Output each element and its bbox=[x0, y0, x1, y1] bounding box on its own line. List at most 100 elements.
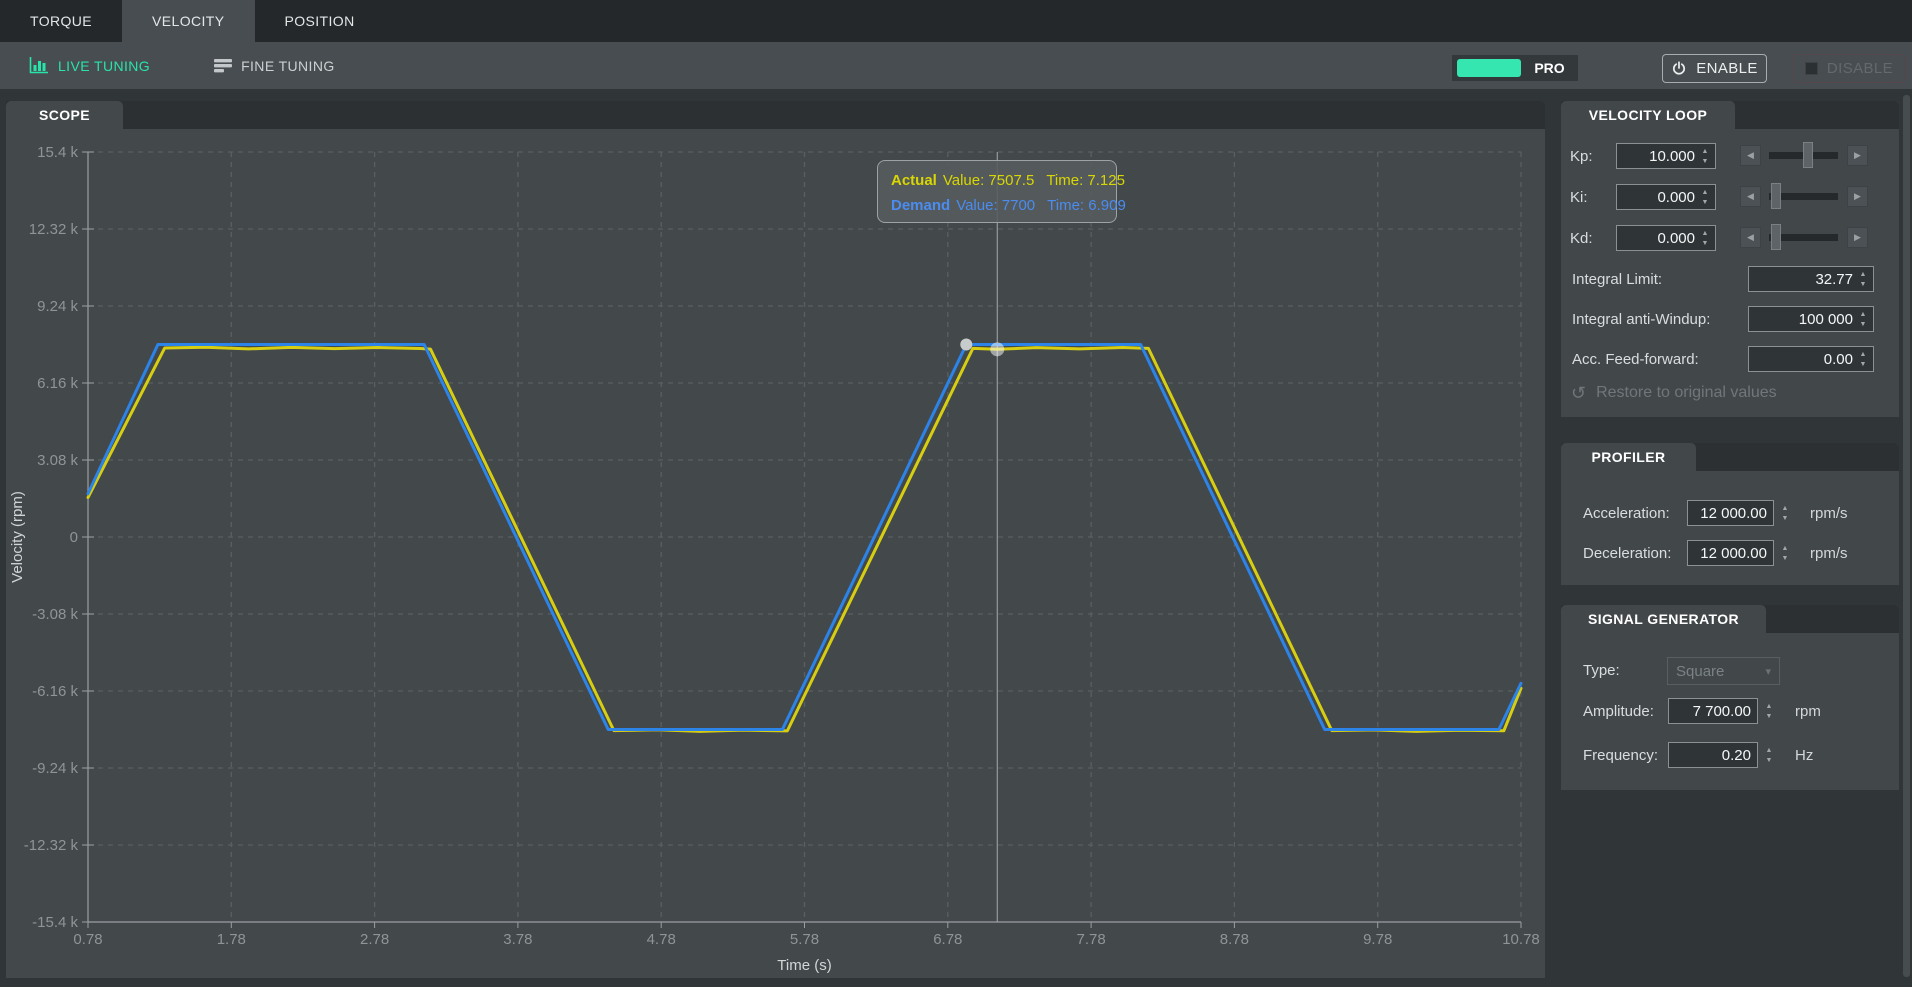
scope-panel: 0.78 1.78 2.78 3.78 4.78 5.78 6.78 7.78 8.78 9.78… bbox=[6, 129, 1545, 978]
tooltip-actual-row: Actual Value: 7507.5 Time: 7.125 bbox=[891, 168, 1125, 193]
kd-label: Kd: bbox=[1570, 230, 1593, 247]
undo-icon: ↺ bbox=[1571, 383, 1587, 403]
integral-limit-label: Integral Limit: bbox=[1572, 271, 1663, 288]
frequency-spin-down-icon[interactable]: ▼ bbox=[1765, 756, 1773, 764]
ki-field[interactable]: 0.000 ▲ ▼ bbox=[1616, 184, 1716, 210]
live-tuning-label: LIVE TUNING bbox=[58, 57, 151, 74]
scope-chart[interactable]: 0.78 1.78 2.78 3.78 4.78 5.78 6.78 7.78 8.78 9.78… bbox=[6, 129, 1545, 978]
kp-slider-left-button[interactable]: ◀ bbox=[1740, 145, 1761, 166]
deceleration-spin-down-icon[interactable]: ▼ bbox=[1781, 554, 1789, 562]
integral-limit-field[interactable]: 32.77 ▲ ▼ bbox=[1748, 266, 1874, 292]
scope-header-strip: SCOPE bbox=[6, 101, 1545, 129]
ki-spin-down-icon[interactable]: ▼ bbox=[1701, 198, 1709, 206]
x-axis-title: Time (s) bbox=[777, 957, 831, 974]
kd-spin-down-icon[interactable]: ▼ bbox=[1701, 239, 1709, 247]
x-tick-label: 10.78 bbox=[1502, 931, 1540, 948]
x-tick-label: 8.78 bbox=[1220, 931, 1249, 948]
anti-windup-value: 100 000 bbox=[1798, 310, 1853, 328]
kd-slider-handle[interactable] bbox=[1771, 224, 1781, 250]
kp-slider-right-button[interactable]: ▶ bbox=[1847, 145, 1868, 166]
frequency-spinner[interactable]: ▲ ▼ bbox=[1762, 742, 1776, 768]
acc-feedforward-spin-down-icon[interactable]: ▼ bbox=[1859, 360, 1867, 368]
ki-slider-right-button[interactable]: ▶ bbox=[1847, 186, 1868, 207]
tab-velocity[interactable]: VELOCITY bbox=[122, 0, 255, 42]
y-tick-label: 0 bbox=[70, 529, 78, 546]
kp-field[interactable]: 10.000 ▲ ▼ bbox=[1616, 143, 1716, 169]
anti-windup-field[interactable]: 100 000 ▲ ▼ bbox=[1748, 306, 1874, 332]
x-tick-label: 3.78 bbox=[503, 931, 532, 948]
x-tick-label: 9.78 bbox=[1363, 931, 1392, 948]
kd-value: 0.000 bbox=[1657, 229, 1695, 247]
kp-spin-up-icon[interactable]: ▲ bbox=[1701, 147, 1709, 155]
tooltip-actual-name: Actual bbox=[891, 172, 937, 189]
kd-slider-left-button[interactable]: ◀ bbox=[1740, 227, 1761, 248]
scrollbar[interactable] bbox=[1903, 95, 1910, 977]
fine-tuning-icon bbox=[214, 59, 233, 73]
ki-spin-up-icon[interactable]: ▲ bbox=[1701, 188, 1709, 196]
tooltip-actual-value: Value: 7507.5 bbox=[942, 172, 1035, 189]
kp-slider-track[interactable] bbox=[1769, 142, 1838, 168]
signal-generator-header-strip: SIGNAL GENERATOR bbox=[1561, 605, 1899, 633]
integral-limit-spin-up-icon[interactable]: ▲ bbox=[1859, 270, 1867, 278]
profiler-tab: PROFILER bbox=[1561, 443, 1696, 471]
fine-tuning-button[interactable]: FINE TUNING bbox=[214, 58, 335, 74]
y-tick-label: -12.32 k bbox=[24, 837, 79, 854]
disable-button[interactable]: DISABLE bbox=[1793, 54, 1905, 83]
pro-toggle[interactable]: PRO bbox=[1452, 55, 1578, 81]
frequency-spin-up-icon[interactable]: ▲ bbox=[1765, 746, 1773, 754]
acceleration-spin-up-icon[interactable]: ▲ bbox=[1781, 504, 1789, 512]
acc-feedforward-value: 0.00 bbox=[1823, 350, 1853, 368]
marker-actual[interactable] bbox=[990, 342, 1005, 357]
amplitude-value: 7 700.00 bbox=[1692, 702, 1751, 720]
ki-slider-track[interactable] bbox=[1769, 183, 1838, 209]
amplitude-field[interactable]: 7 700.00 bbox=[1668, 698, 1758, 724]
y-tick-label: -15.4 k bbox=[32, 914, 78, 931]
kp-value: 10.000 bbox=[1649, 147, 1695, 165]
kp-spin-down-icon[interactable]: ▼ bbox=[1701, 157, 1709, 165]
x-tick-label: 5.78 bbox=[790, 931, 819, 948]
anti-windup-spin-down-icon[interactable]: ▼ bbox=[1859, 320, 1867, 328]
type-dropdown[interactable]: Square ▾ bbox=[1667, 657, 1780, 685]
deceleration-spinner[interactable]: ▲ ▼ bbox=[1778, 540, 1792, 566]
amplitude-label: Amplitude: bbox=[1583, 703, 1654, 720]
acc-feedforward-field[interactable]: 0.00 ▲ ▼ bbox=[1748, 346, 1874, 372]
pro-toggle-knob[interactable] bbox=[1457, 59, 1521, 77]
acceleration-spinner[interactable]: ▲ ▼ bbox=[1778, 500, 1792, 526]
ki-slider-left-button[interactable]: ◀ bbox=[1740, 186, 1761, 207]
kd-field[interactable]: 0.000 ▲ ▼ bbox=[1616, 225, 1716, 251]
kd-slider-right-button[interactable]: ▶ bbox=[1847, 227, 1868, 248]
anti-windup-label: Integral anti-Windup: bbox=[1572, 311, 1711, 328]
ki-value: 0.000 bbox=[1657, 188, 1695, 206]
ki-slider-handle[interactable] bbox=[1771, 183, 1781, 209]
frequency-value: 0.20 bbox=[1721, 746, 1751, 764]
anti-windup-spin-up-icon[interactable]: ▲ bbox=[1859, 310, 1867, 318]
acceleration-field[interactable]: 12 000.00 bbox=[1687, 500, 1774, 526]
x-tick-label: 7.78 bbox=[1076, 931, 1105, 948]
marker-demand[interactable] bbox=[960, 338, 973, 351]
enable-button[interactable]: ENABLE bbox=[1662, 54, 1767, 83]
acceleration-spin-down-icon[interactable]: ▼ bbox=[1781, 514, 1789, 522]
kd-spin-up-icon[interactable]: ▲ bbox=[1701, 229, 1709, 237]
deceleration-spin-up-icon[interactable]: ▲ bbox=[1781, 544, 1789, 552]
kd-slider-track[interactable] bbox=[1769, 224, 1838, 250]
amplitude-spinner[interactable]: ▲ ▼ bbox=[1762, 698, 1776, 724]
y-tick-label: 6.16 k bbox=[37, 375, 78, 392]
kp-slider-handle[interactable] bbox=[1803, 142, 1813, 168]
restore-original-values-button[interactable]: ↺ Restore to original values bbox=[1571, 384, 1777, 402]
tab-position[interactable]: POSITION bbox=[284, 13, 355, 29]
tooltip-demand-name: Demand bbox=[891, 197, 951, 214]
acc-feedforward-spin-up-icon[interactable]: ▲ bbox=[1859, 350, 1867, 358]
integral-limit-spin-down-icon[interactable]: ▼ bbox=[1859, 280, 1867, 288]
frequency-field[interactable]: 0.20 bbox=[1668, 742, 1758, 768]
scope-tab[interactable]: SCOPE bbox=[6, 101, 123, 129]
y-tick-label: 3.08 k bbox=[37, 452, 78, 469]
enable-label: ENABLE bbox=[1696, 60, 1758, 77]
profiler-panel: Acceleration: 12 000.00 ▲ ▼ rpm/s Deceler… bbox=[1561, 471, 1899, 585]
tab-torque[interactable]: TORQUE bbox=[30, 13, 93, 29]
amplitude-spin-up-icon[interactable]: ▲ bbox=[1765, 702, 1773, 710]
amplitude-spin-down-icon[interactable]: ▼ bbox=[1765, 712, 1773, 720]
live-tuning-button[interactable]: LIVE TUNING bbox=[29, 57, 150, 74]
tooltip-demand-time: Time: 6.909 bbox=[1047, 197, 1126, 214]
stop-icon bbox=[1804, 62, 1818, 75]
deceleration-field[interactable]: 12 000.00 bbox=[1687, 540, 1774, 566]
